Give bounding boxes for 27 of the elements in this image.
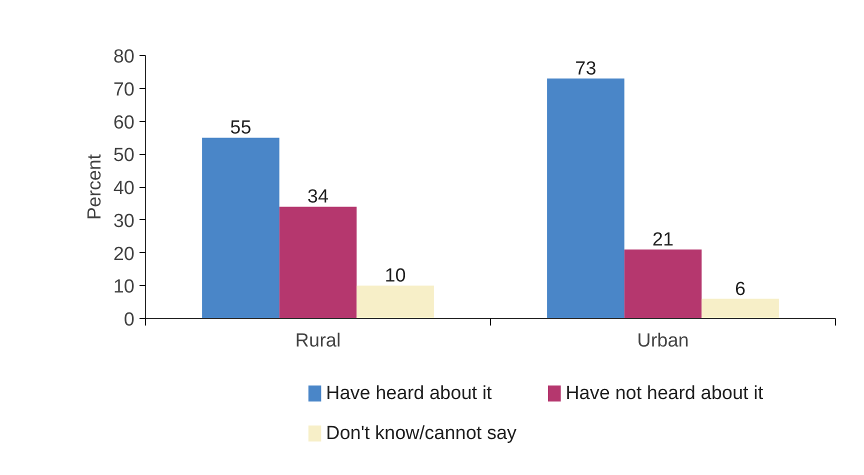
x-tick-label: Rural	[295, 330, 341, 352]
data-label: 6	[734, 278, 746, 300]
bar	[624, 249, 702, 318]
x-tick-label: Urban	[637, 330, 689, 352]
y-tick-label: 80	[113, 46, 135, 68]
data-label: 34	[307, 186, 329, 208]
data-label: 21	[652, 229, 674, 250]
y-tick-label: 30	[113, 210, 135, 232]
bar	[356, 286, 434, 318]
y-tick-label: 70	[113, 79, 135, 100]
bar	[202, 138, 280, 318]
data-label: 73	[575, 58, 596, 80]
y-tick-label: 60	[113, 112, 135, 134]
data-label: 10	[384, 266, 406, 287]
data-label: 55	[230, 118, 252, 139]
y-tick-label: 20	[113, 244, 135, 265]
y-tick-label: 10	[113, 276, 135, 298]
legend-label: Have heard about it	[326, 383, 493, 404]
bar	[702, 298, 779, 318]
legend-label: Have not heard about it	[566, 383, 764, 404]
bar	[547, 78, 624, 318]
y-tick-label: 40	[113, 178, 135, 199]
bar	[279, 206, 357, 318]
y-axis-title: Percent	[84, 154, 106, 220]
legend-label: Don't know/cannot say	[326, 423, 518, 444]
y-tick-label: 50	[113, 145, 135, 166]
y-tick-label: 0	[124, 310, 135, 330]
